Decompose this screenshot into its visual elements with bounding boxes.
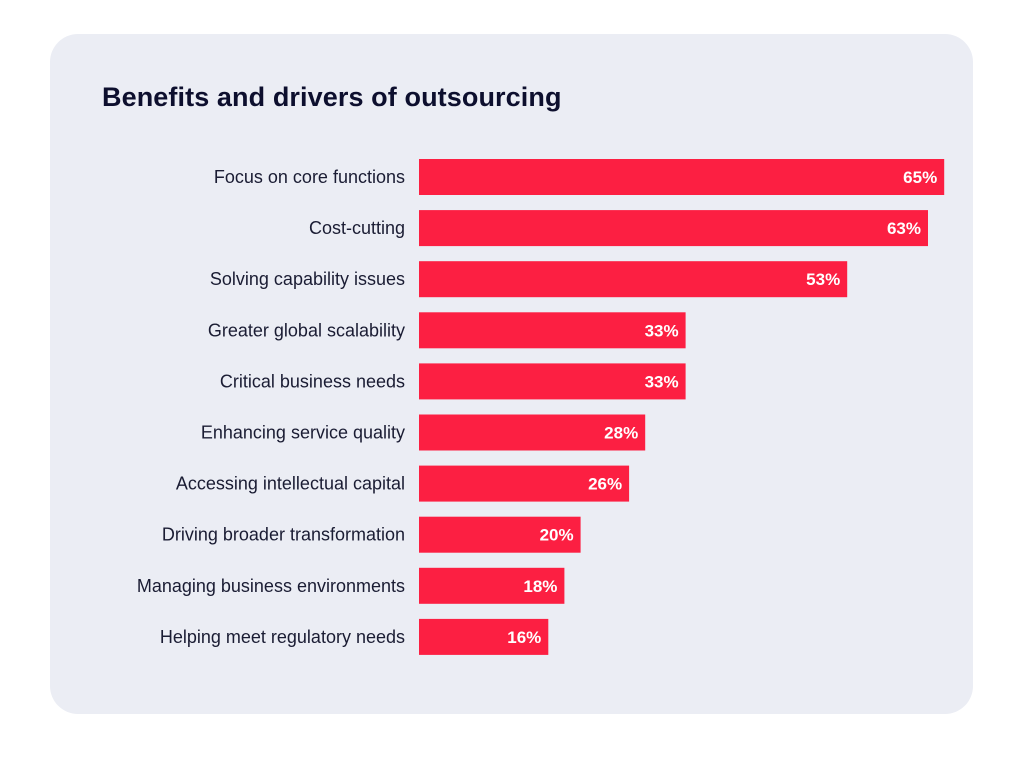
value-label-6: 26% — [588, 475, 622, 494]
value-label-4: 33% — [645, 372, 679, 391]
value-label-9: 16% — [507, 628, 541, 647]
bar-3 — [419, 312, 686, 349]
bar-5 — [419, 414, 646, 451]
value-label-1: 63% — [887, 219, 921, 238]
bar-9 — [419, 618, 549, 655]
category-label-6: Accessing intellectual capital — [176, 474, 405, 494]
bar-7 — [419, 516, 581, 553]
category-label-0: Focus on core functions — [214, 167, 405, 187]
value-label-5: 28% — [604, 424, 638, 443]
category-label-1: Cost-cutting — [309, 218, 405, 238]
value-label-0: 65% — [903, 168, 937, 187]
value-label-3: 33% — [645, 321, 679, 340]
category-label-2: Solving capability issues — [210, 269, 405, 289]
chart-title: Benefits and drivers of outsourcing — [102, 82, 562, 112]
value-label-7: 20% — [540, 526, 574, 545]
category-label-8: Managing business environments — [137, 576, 405, 596]
category-label-9: Helping meet regulatory needs — [160, 627, 405, 647]
category-label-4: Critical business needs — [220, 371, 405, 391]
bar-6 — [419, 465, 630, 502]
category-label-5: Enhancing service quality — [201, 423, 405, 443]
category-label-7: Driving broader transformation — [162, 525, 405, 545]
value-label-8: 18% — [523, 577, 557, 596]
category-label-3: Greater global scalability — [208, 320, 405, 340]
bar-8 — [419, 567, 565, 604]
value-label-2: 53% — [806, 270, 840, 289]
bar-1 — [419, 210, 928, 247]
bar-4 — [419, 363, 686, 400]
bar-0 — [419, 159, 945, 195]
bar-2 — [419, 261, 848, 298]
